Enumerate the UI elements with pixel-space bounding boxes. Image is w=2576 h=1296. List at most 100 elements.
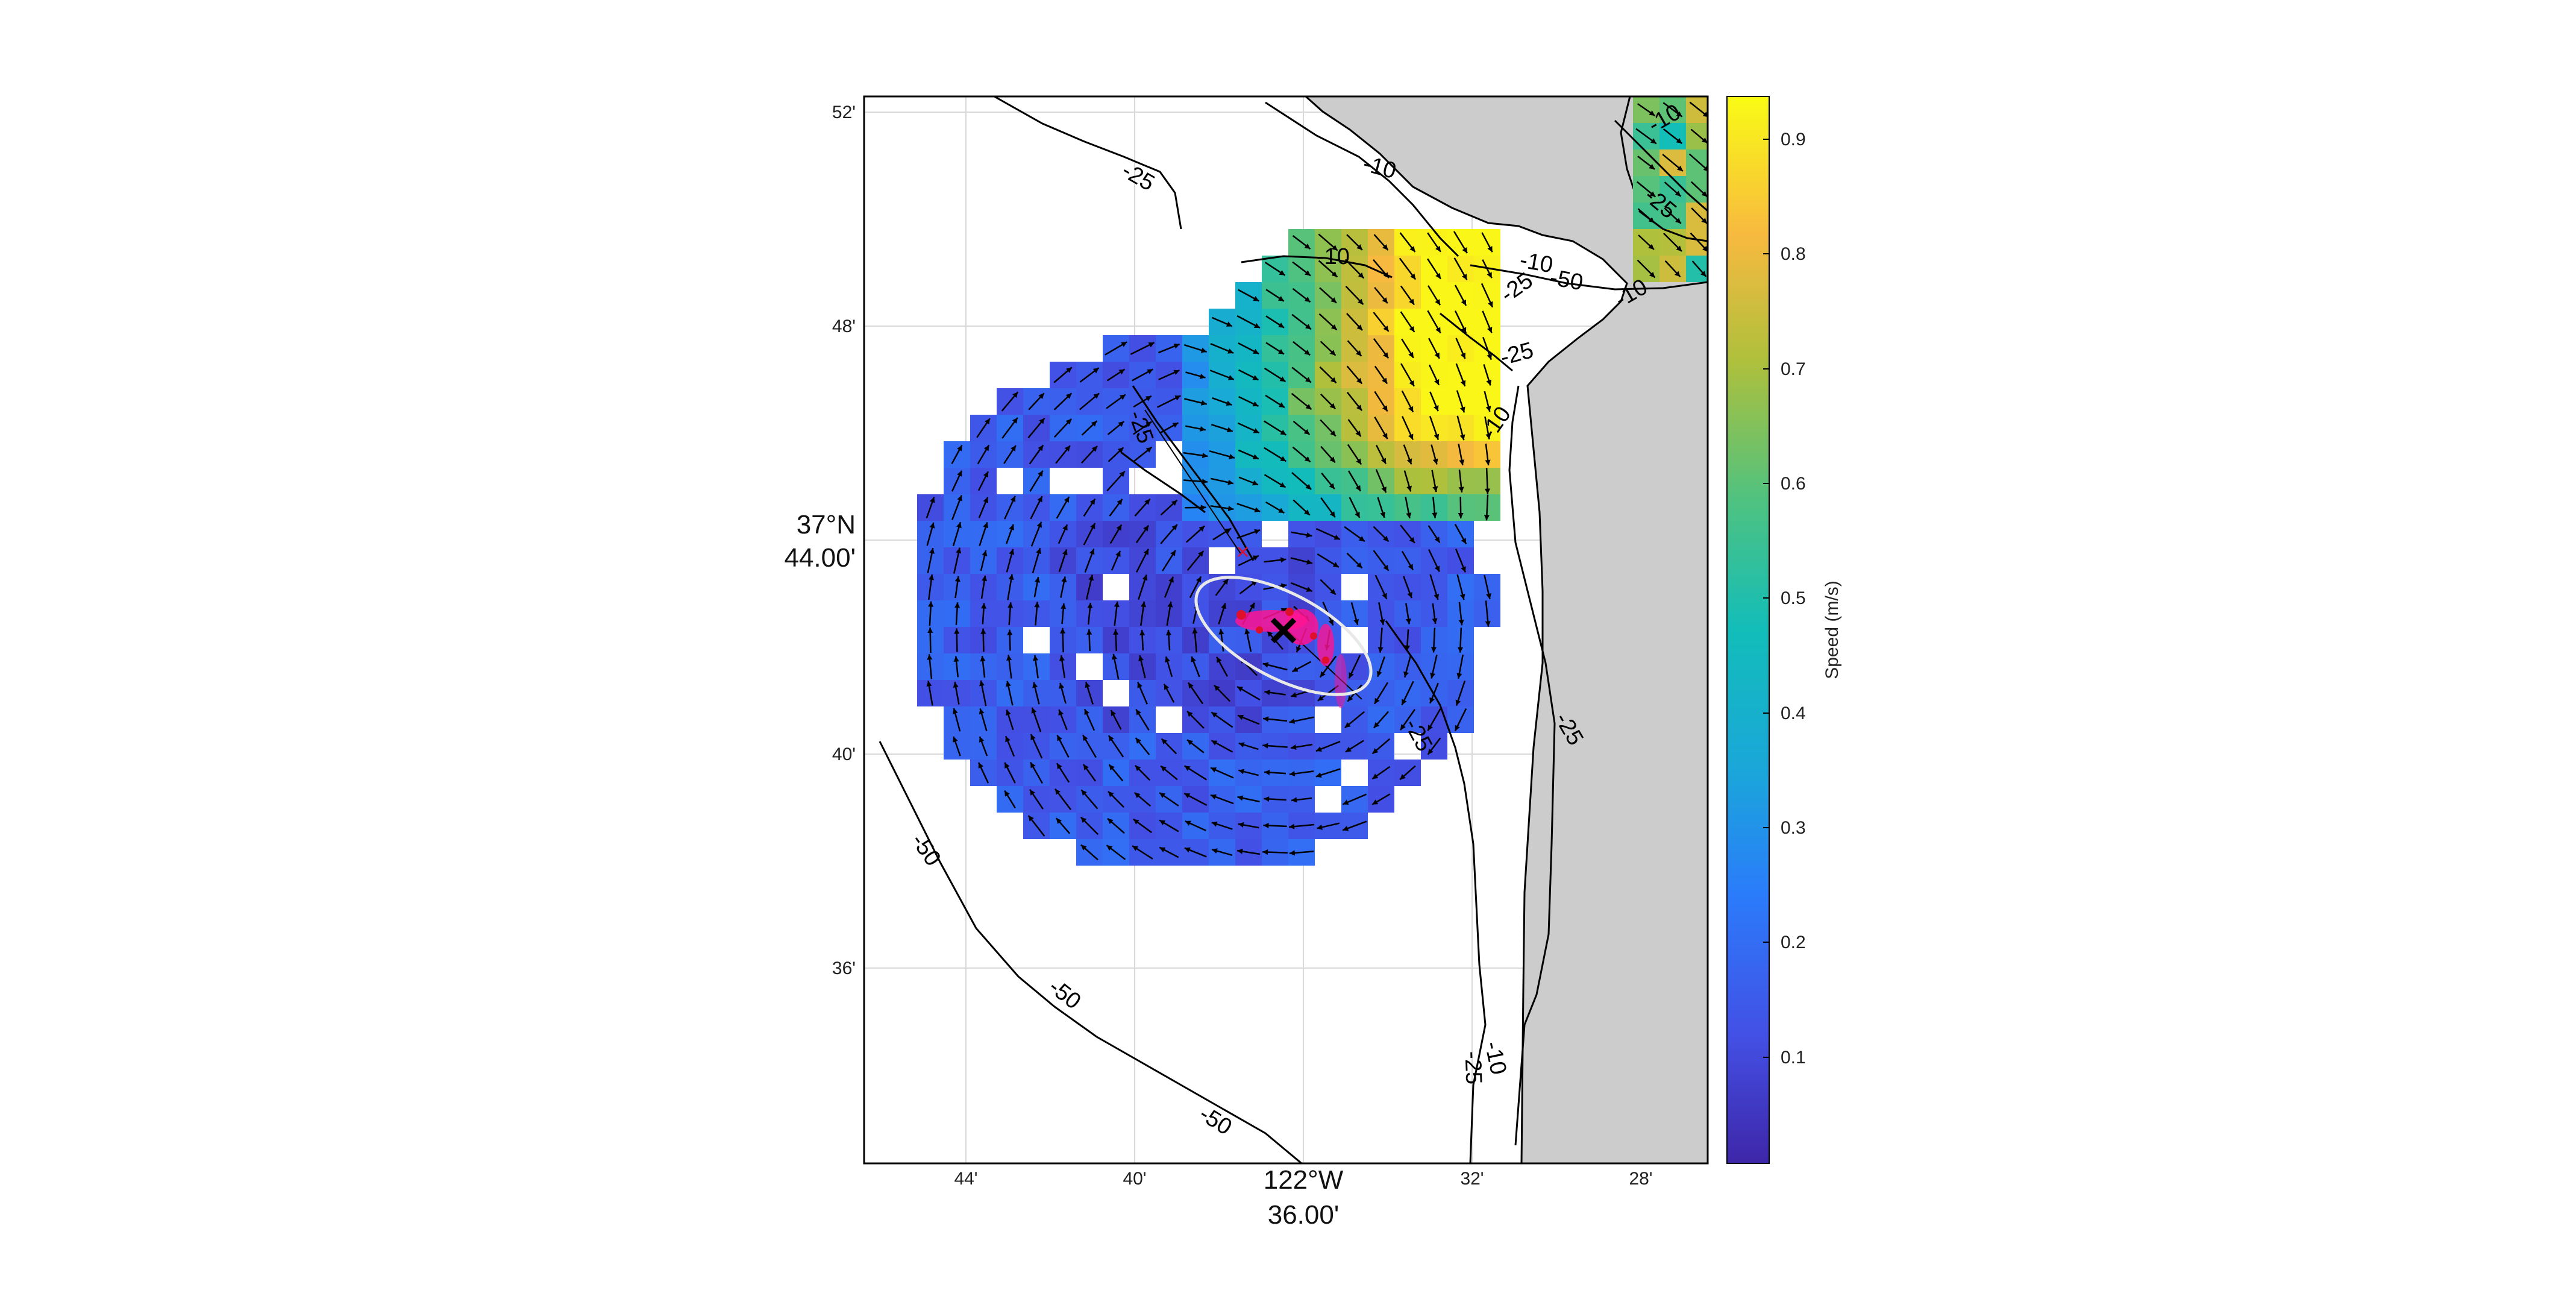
arrow-head xyxy=(1461,566,1466,573)
arrow-head xyxy=(1382,377,1388,384)
contour-label: -25 xyxy=(1497,338,1536,371)
arrow-head xyxy=(1306,532,1312,538)
arrow-head xyxy=(1114,601,1120,608)
arrow-head xyxy=(1249,602,1255,609)
colorbar-tick: 0.9 xyxy=(1781,130,1806,149)
arrow-head xyxy=(1058,709,1064,716)
contour-label: -10 xyxy=(1518,247,1555,278)
arrow-head xyxy=(1460,353,1466,359)
arrow-head xyxy=(1434,536,1440,543)
arrow-head xyxy=(1332,245,1338,251)
arrow-head xyxy=(1409,246,1415,252)
arrow-head xyxy=(1252,401,1259,407)
arrow-head xyxy=(1291,797,1297,803)
arrow-head xyxy=(1702,245,1708,252)
arrow-head xyxy=(1427,725,1433,731)
arrow-head xyxy=(1648,244,1654,250)
arrow-head xyxy=(1108,735,1114,741)
arrow-head xyxy=(957,495,962,502)
colorbar-tick: 0.6 xyxy=(1781,474,1806,494)
arrow-head xyxy=(1039,418,1045,424)
arrow-head xyxy=(1328,619,1334,626)
arrow-head xyxy=(1278,508,1285,514)
arrow-head xyxy=(1227,348,1234,354)
arrow-head xyxy=(957,470,962,477)
arrow-head xyxy=(1184,793,1191,799)
contour-line-50-west xyxy=(879,741,1302,1163)
contour-line-25-central xyxy=(1132,385,1255,561)
arrow-head xyxy=(1091,445,1098,452)
contour-line-25-east xyxy=(1440,312,1513,372)
arrow-head xyxy=(1279,270,1285,275)
arrow-head xyxy=(1171,524,1177,530)
arrow-head xyxy=(1331,271,1338,277)
arrow-head xyxy=(1159,847,1166,852)
arrow-head xyxy=(1030,789,1035,796)
arrow-head xyxy=(1675,190,1681,197)
arrow-head xyxy=(1111,710,1116,717)
arrow-head xyxy=(1345,746,1352,752)
arrow-head xyxy=(1280,456,1286,462)
arrow-head xyxy=(1377,647,1384,653)
arrow-head xyxy=(1252,375,1259,380)
arrow-head xyxy=(1227,506,1234,512)
arrow-head xyxy=(1329,350,1336,356)
arrow-head xyxy=(1217,656,1222,663)
arrow-head xyxy=(1117,499,1123,505)
arrow-head xyxy=(1083,735,1088,741)
arrow-head xyxy=(1382,405,1388,412)
arrow-head xyxy=(1174,395,1181,401)
arrow-head xyxy=(1264,769,1270,775)
arrow-head xyxy=(1221,603,1227,609)
arrow-head xyxy=(1280,429,1286,435)
lat-tick: 36' xyxy=(832,958,856,978)
colorbar-tick: 0.5 xyxy=(1781,588,1806,608)
arrow-head xyxy=(1164,684,1170,690)
contour-label: -50 xyxy=(1044,974,1085,1014)
lon-center-degree: 122°W xyxy=(1264,1165,1344,1195)
arrow-head xyxy=(1132,846,1139,851)
arrow-head xyxy=(1329,403,1336,409)
arrow-head xyxy=(954,628,960,634)
arrow-head xyxy=(1702,112,1708,118)
land-mainland xyxy=(1304,96,1708,1163)
arrow-head xyxy=(1008,574,1014,580)
arrow-head xyxy=(1192,628,1198,634)
arrow-head xyxy=(1121,342,1127,347)
arrow-head xyxy=(1289,770,1296,776)
arrow-head xyxy=(1329,483,1335,489)
arrow-head xyxy=(1373,722,1380,728)
arrow-head xyxy=(1108,818,1114,825)
arrow-head xyxy=(1458,619,1464,626)
arrow-head xyxy=(1173,344,1180,349)
arrow-head xyxy=(1330,324,1337,330)
arrow-head xyxy=(1484,515,1490,521)
arrow-head xyxy=(1009,524,1015,530)
arrow-head xyxy=(1200,426,1206,432)
arrow-head xyxy=(1109,764,1115,771)
arrow-head xyxy=(929,548,935,554)
arrow-head xyxy=(1005,736,1011,743)
arrow-head xyxy=(1434,352,1440,359)
arrow-head xyxy=(1649,271,1655,278)
arrow-head xyxy=(1031,707,1037,714)
arrow-head xyxy=(1290,744,1297,750)
arrow-head xyxy=(1315,772,1322,778)
arrow-head xyxy=(1349,672,1354,679)
arrow-head xyxy=(1062,524,1068,531)
arrow-head xyxy=(1305,483,1312,490)
arrow-head xyxy=(1200,347,1207,353)
arrow-head xyxy=(1187,740,1193,746)
arrow-head xyxy=(1262,743,1268,749)
arrow-head xyxy=(1458,512,1464,518)
arrow-head xyxy=(1347,696,1353,702)
arrow-head xyxy=(952,708,958,714)
arrow-head xyxy=(954,602,961,608)
lon-tick: 28' xyxy=(1629,1169,1652,1189)
arrow-head xyxy=(1170,550,1176,556)
arrow-head xyxy=(1145,421,1152,427)
arrow-head xyxy=(1403,671,1409,678)
arrow-head xyxy=(1226,400,1232,406)
arrow-head xyxy=(1432,512,1438,518)
